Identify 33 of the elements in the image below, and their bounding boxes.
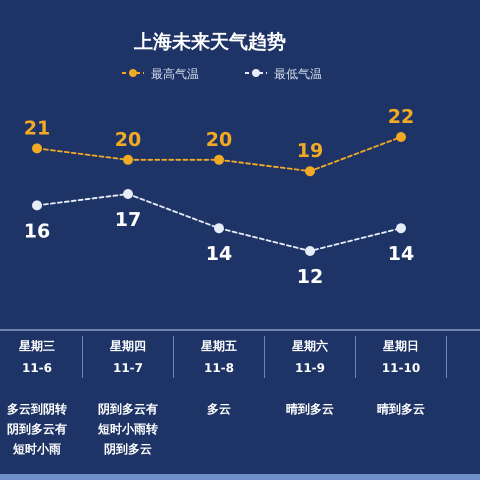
chart-title: 上海未来天气趋势 [133, 31, 286, 53]
point [396, 223, 406, 234]
point [123, 154, 133, 165]
data-label: 20 [206, 128, 232, 151]
x-tick-label: 星期六 11-9 [291, 339, 328, 375]
data-label: 14 [206, 243, 232, 266]
point [396, 132, 406, 142]
data-label: 16 [24, 220, 50, 242]
data-label: 19 [296, 140, 324, 162]
x-tick-label: 星期五 11-8 [200, 339, 237, 375]
point [305, 166, 315, 176]
point [305, 246, 315, 256]
point [214, 223, 224, 234]
legend-label: 最高气温 [151, 67, 199, 81]
point [214, 154, 224, 165]
data-label: 20 [114, 128, 142, 151]
text: 阴到多云有短时小雨转阴到多云 [97, 402, 158, 456]
data-label: 21 [24, 117, 50, 140]
x-tick-label: 星期日 11-10 [382, 339, 420, 375]
point [123, 189, 133, 199]
text: 多云 [207, 402, 231, 416]
point [32, 143, 42, 154]
legend-label: 最低气温 [274, 67, 322, 81]
data-label: 22 [388, 106, 414, 128]
x-tick-label: 星期四 11-7 [109, 339, 146, 375]
text: 晴到多云 [286, 402, 334, 416]
text: 晴到多云 [377, 402, 425, 416]
data-label: 12 [296, 266, 324, 288]
x-tick-label: 星期三 11-6 [18, 339, 55, 375]
data-label: 17 [114, 209, 142, 231]
point [32, 200, 42, 210]
text: 多云到阴转阴到多云有短时小雨 [7, 402, 67, 456]
data-label: 14 [388, 243, 414, 266]
